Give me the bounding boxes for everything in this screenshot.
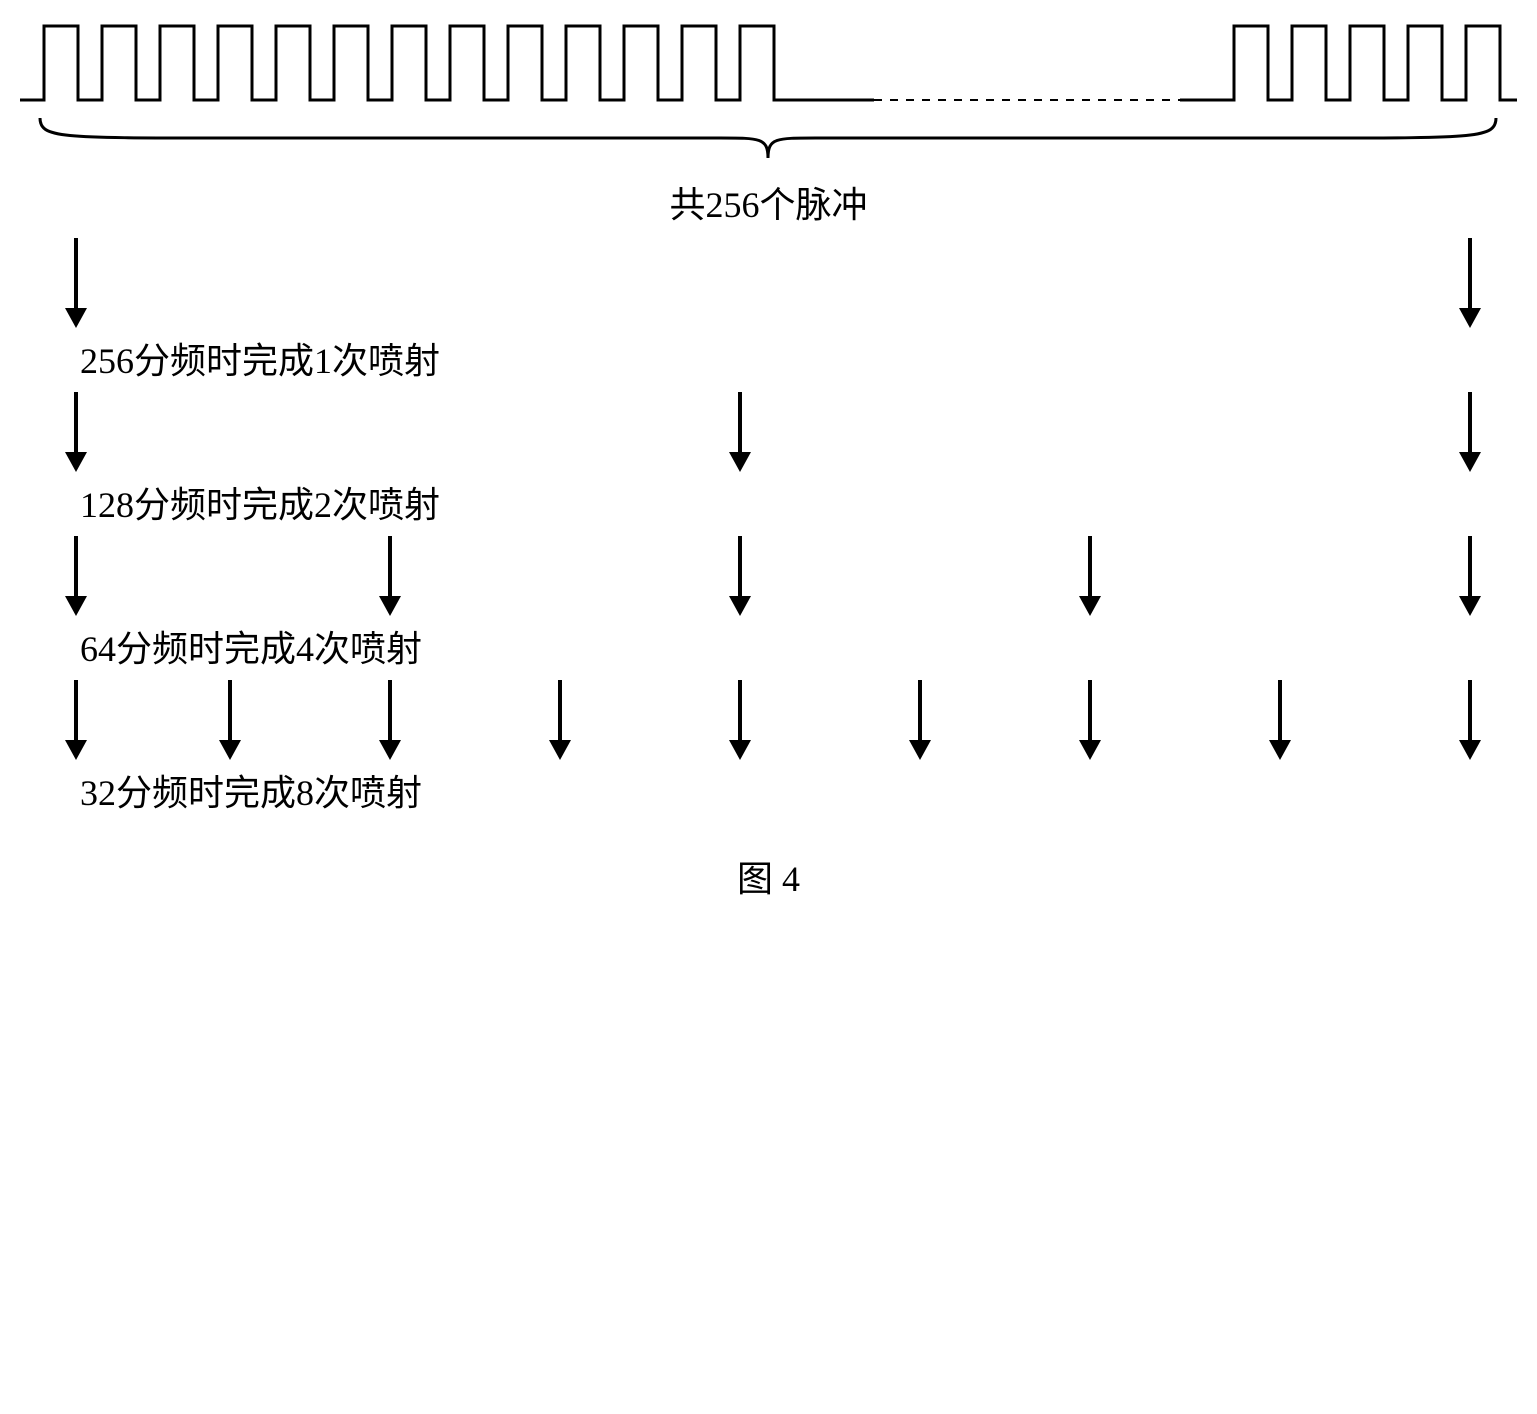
pulse-train-svg — [20, 20, 1517, 110]
figure-caption: 图 4 — [20, 850, 1517, 902]
arrow-section: 128分频时完成2次喷射 — [20, 392, 1517, 482]
down-arrow-icon — [738, 536, 742, 616]
arrow-row: 128分频时完成2次喷射 — [20, 392, 1517, 482]
arrow-row: 64分频时完成4次喷射 — [20, 536, 1517, 626]
arrow-row: 32分频时完成8次喷射 — [20, 680, 1517, 770]
down-arrow-icon — [388, 536, 392, 616]
row-label: 128分频时完成2次喷射 — [80, 476, 440, 528]
down-arrow-icon — [74, 238, 78, 328]
down-arrow-icon — [738, 680, 742, 760]
down-arrow-icon — [1468, 392, 1472, 472]
down-arrow-icon — [1278, 680, 1282, 760]
down-arrow-icon — [1468, 680, 1472, 760]
down-arrow-icon — [74, 536, 78, 616]
arrow-row: 256分频时完成1次喷射 — [20, 238, 1517, 338]
row-label: 64分频时完成4次喷射 — [80, 620, 422, 672]
down-arrow-icon — [1468, 238, 1472, 328]
down-arrow-icon — [228, 680, 232, 760]
arrow-section: 256分频时完成1次喷射 — [20, 238, 1517, 338]
pulse-train — [20, 20, 1517, 110]
down-arrow-icon — [1088, 536, 1092, 616]
arrow-section: 64分频时完成4次喷射 — [20, 536, 1517, 626]
down-arrow-icon — [388, 680, 392, 760]
row-label: 256分频时完成1次喷射 — [80, 332, 440, 384]
curly-brace — [20, 110, 1517, 170]
down-arrow-icon — [558, 680, 562, 760]
arrow-section: 32分频时完成8次喷射 — [20, 680, 1517, 770]
diagram-container: 共256个脉冲 256分频时完成1次喷射 128分频时完成2次喷射 64分频时完成4… — [20, 20, 1517, 902]
down-arrow-icon — [1088, 680, 1092, 760]
down-arrow-icon — [1468, 536, 1472, 616]
down-arrow-icon — [918, 680, 922, 760]
down-arrow-icon — [738, 392, 742, 472]
row-label: 32分频时完成8次喷射 — [80, 764, 422, 816]
down-arrow-icon — [74, 680, 78, 760]
arrow-rows: 256分频时完成1次喷射 128分频时完成2次喷射 64分频时完成4次喷射 32分频时… — [20, 238, 1517, 770]
brace-label: 共256个脉冲 — [20, 176, 1517, 228]
down-arrow-icon — [74, 392, 78, 472]
